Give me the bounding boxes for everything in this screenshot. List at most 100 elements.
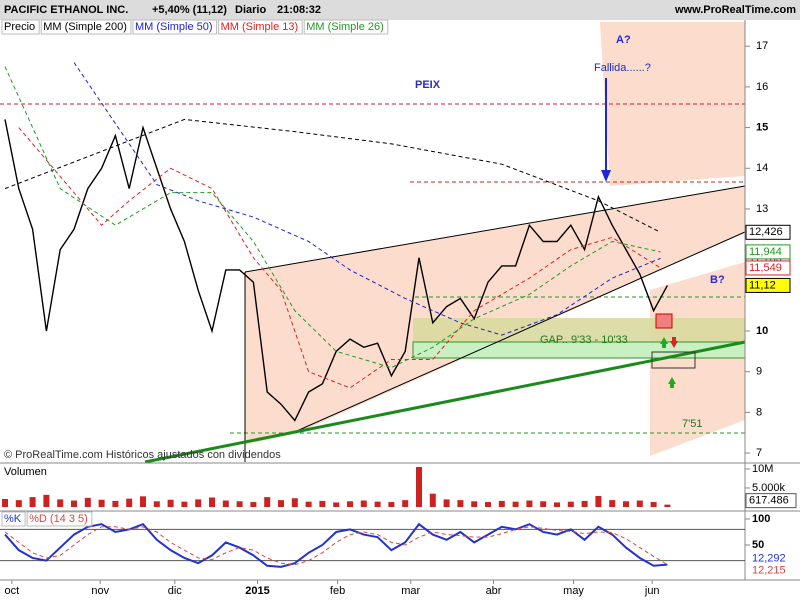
legend-entry: MM (Simple 26) <box>306 21 384 33</box>
y-tick-label: 10M <box>752 463 773 475</box>
target-zone-b <box>650 262 745 456</box>
volume-bar <box>71 500 77 507</box>
volume-bar <box>429 493 436 507</box>
volume-bar <box>457 500 464 507</box>
wedge-lower <box>289 231 746 435</box>
annotation: B? <box>710 274 725 286</box>
last-value-box <box>745 244 791 260</box>
volume-bar <box>264 497 271 507</box>
y-tick-label: 50 <box>752 539 764 551</box>
last-value-box <box>745 260 791 276</box>
volume-bar <box>333 502 340 507</box>
legend-entry: %K <box>4 513 22 525</box>
volume-bar <box>595 495 602 507</box>
legend-entry: %D (14 3 5) <box>29 513 88 525</box>
legend-entry: Precio <box>4 21 35 33</box>
x-tick-label: 2015 <box>245 585 269 597</box>
last-value: 12,426 <box>749 226 783 238</box>
volume-bar <box>526 500 533 507</box>
last-value: 617.486 <box>749 495 789 507</box>
change: +5,40% (11,12) <box>152 4 227 16</box>
y-tick-label: 16 <box>756 81 768 93</box>
last-value: 12,292 <box>752 552 786 564</box>
annotation: GAP.. 9'33 - 10'33 <box>540 334 628 346</box>
series-line <box>73 62 661 336</box>
volume-bar <box>567 501 574 507</box>
last-value-box <box>745 493 797 509</box>
y-tick-label: 100 <box>752 513 770 525</box>
volume-bar <box>15 500 22 507</box>
volume-bar <box>443 499 450 507</box>
x-tick-label: jun <box>644 585 660 597</box>
series-line <box>4 522 668 568</box>
y-tick-label: 10 <box>756 325 768 337</box>
y-tick-label: 5.000k <box>752 482 786 494</box>
x-tick-label: abr <box>486 585 502 597</box>
legend-box <box>26 511 93 527</box>
down-arrow <box>670 337 678 348</box>
x-tick-label: mar <box>401 585 420 597</box>
legend-box <box>1 511 26 527</box>
legend-box <box>1 19 40 35</box>
up-arrow <box>660 337 668 348</box>
volume-bar <box>471 501 478 507</box>
y-tick-label: 14 <box>756 162 768 174</box>
volume-bar <box>250 502 257 507</box>
legend-entry: MM (Simple 50) <box>135 21 213 33</box>
y-tick-label: 9 <box>756 366 762 378</box>
volume-bar <box>112 500 119 507</box>
volume-bar <box>374 501 381 507</box>
x-tick-label: feb <box>330 585 345 597</box>
volume-bar <box>236 501 243 507</box>
wedge-upper <box>244 185 746 273</box>
volume-bar <box>540 501 547 507</box>
chart-title: PEIX <box>415 79 441 91</box>
y-tick-label: 15 <box>756 121 768 133</box>
x-tick-label: oct <box>5 585 20 597</box>
annotation: Fallida......? <box>594 62 651 74</box>
y-tick-label: 8 <box>756 406 762 418</box>
series-line <box>4 119 669 422</box>
arrow-head <box>601 170 611 182</box>
volume-bar <box>498 500 505 507</box>
volume-bar <box>195 499 202 507</box>
header-bar <box>0 0 800 20</box>
volume-bar <box>388 502 395 507</box>
y-tick-label: 13 <box>756 203 768 215</box>
site: www.ProRealTime.com <box>674 4 796 16</box>
copyright: © ProRealTime.com Históricos ajustados c… <box>4 449 281 461</box>
volume-bar <box>581 500 588 507</box>
volume-bar <box>98 499 105 507</box>
volume-bar <box>402 500 409 507</box>
legend-box <box>303 19 389 35</box>
y-tick-label: 17 <box>756 40 768 52</box>
panel-title: Volumen <box>4 466 47 478</box>
legend-entry: MM (Simple 200) <box>43 21 127 33</box>
x-tick-label: dic <box>168 585 183 597</box>
volume-bar <box>623 501 629 507</box>
last-value: 11,549 <box>749 262 782 274</box>
volume-bar <box>167 499 174 507</box>
volume-bar <box>291 498 298 507</box>
volume-bar <box>485 502 491 507</box>
gap-upper <box>413 318 745 342</box>
series-line <box>4 66 661 369</box>
volume-bar <box>347 501 353 507</box>
volume-bar <box>278 500 284 507</box>
volume-bar <box>636 500 643 507</box>
last-value-box <box>745 224 791 240</box>
y-tick-label: 7 <box>756 447 762 459</box>
legend-box <box>132 19 218 35</box>
volume-bar <box>360 500 367 507</box>
volume-bar <box>609 500 616 507</box>
volume-bar <box>57 499 64 507</box>
gap-box <box>651 351 696 369</box>
volume-bar <box>84 497 91 507</box>
series-line <box>4 526 668 566</box>
series-line <box>18 127 661 389</box>
annotation: A? <box>616 34 631 46</box>
x-tick-label: nov <box>91 585 109 597</box>
series-line <box>4 118 661 233</box>
legend-entry: MM (Simple 13) <box>221 21 299 33</box>
gap-box-red <box>655 313 673 329</box>
